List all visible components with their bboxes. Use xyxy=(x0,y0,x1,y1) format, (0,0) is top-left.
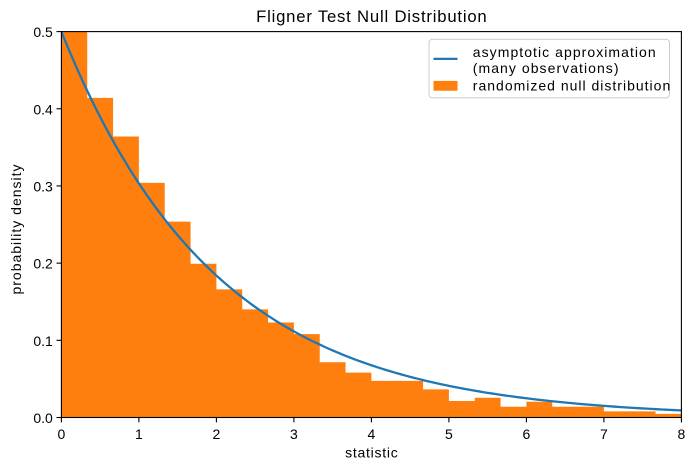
svg-text:2: 2 xyxy=(213,426,221,442)
svg-text:asymptotic approximation: asymptotic approximation xyxy=(473,44,657,60)
svg-text:0.4: 0.4 xyxy=(33,101,53,117)
svg-text:5: 5 xyxy=(445,426,453,442)
svg-text:1: 1 xyxy=(135,426,143,442)
svg-text:3: 3 xyxy=(290,426,298,442)
svg-text:0.1: 0.1 xyxy=(33,333,53,349)
svg-text:8: 8 xyxy=(678,426,686,442)
svg-text:(many observations): (many observations) xyxy=(473,60,620,76)
svg-text:statistic: statistic xyxy=(345,444,398,460)
svg-text:0.0: 0.0 xyxy=(33,410,53,426)
svg-text:6: 6 xyxy=(523,426,531,442)
svg-text:7: 7 xyxy=(600,426,608,442)
svg-text:4: 4 xyxy=(368,426,376,442)
svg-text:Fligner Test Null Distribution: Fligner Test Null Distribution xyxy=(256,7,487,26)
svg-text:0: 0 xyxy=(58,426,66,442)
svg-text:0.5: 0.5 xyxy=(33,24,53,40)
svg-text:randomized null distribution: randomized null distribution xyxy=(473,78,671,94)
svg-text:probability density: probability density xyxy=(8,163,24,294)
svg-text:0.3: 0.3 xyxy=(33,179,53,195)
svg-text:0.2: 0.2 xyxy=(33,256,53,272)
